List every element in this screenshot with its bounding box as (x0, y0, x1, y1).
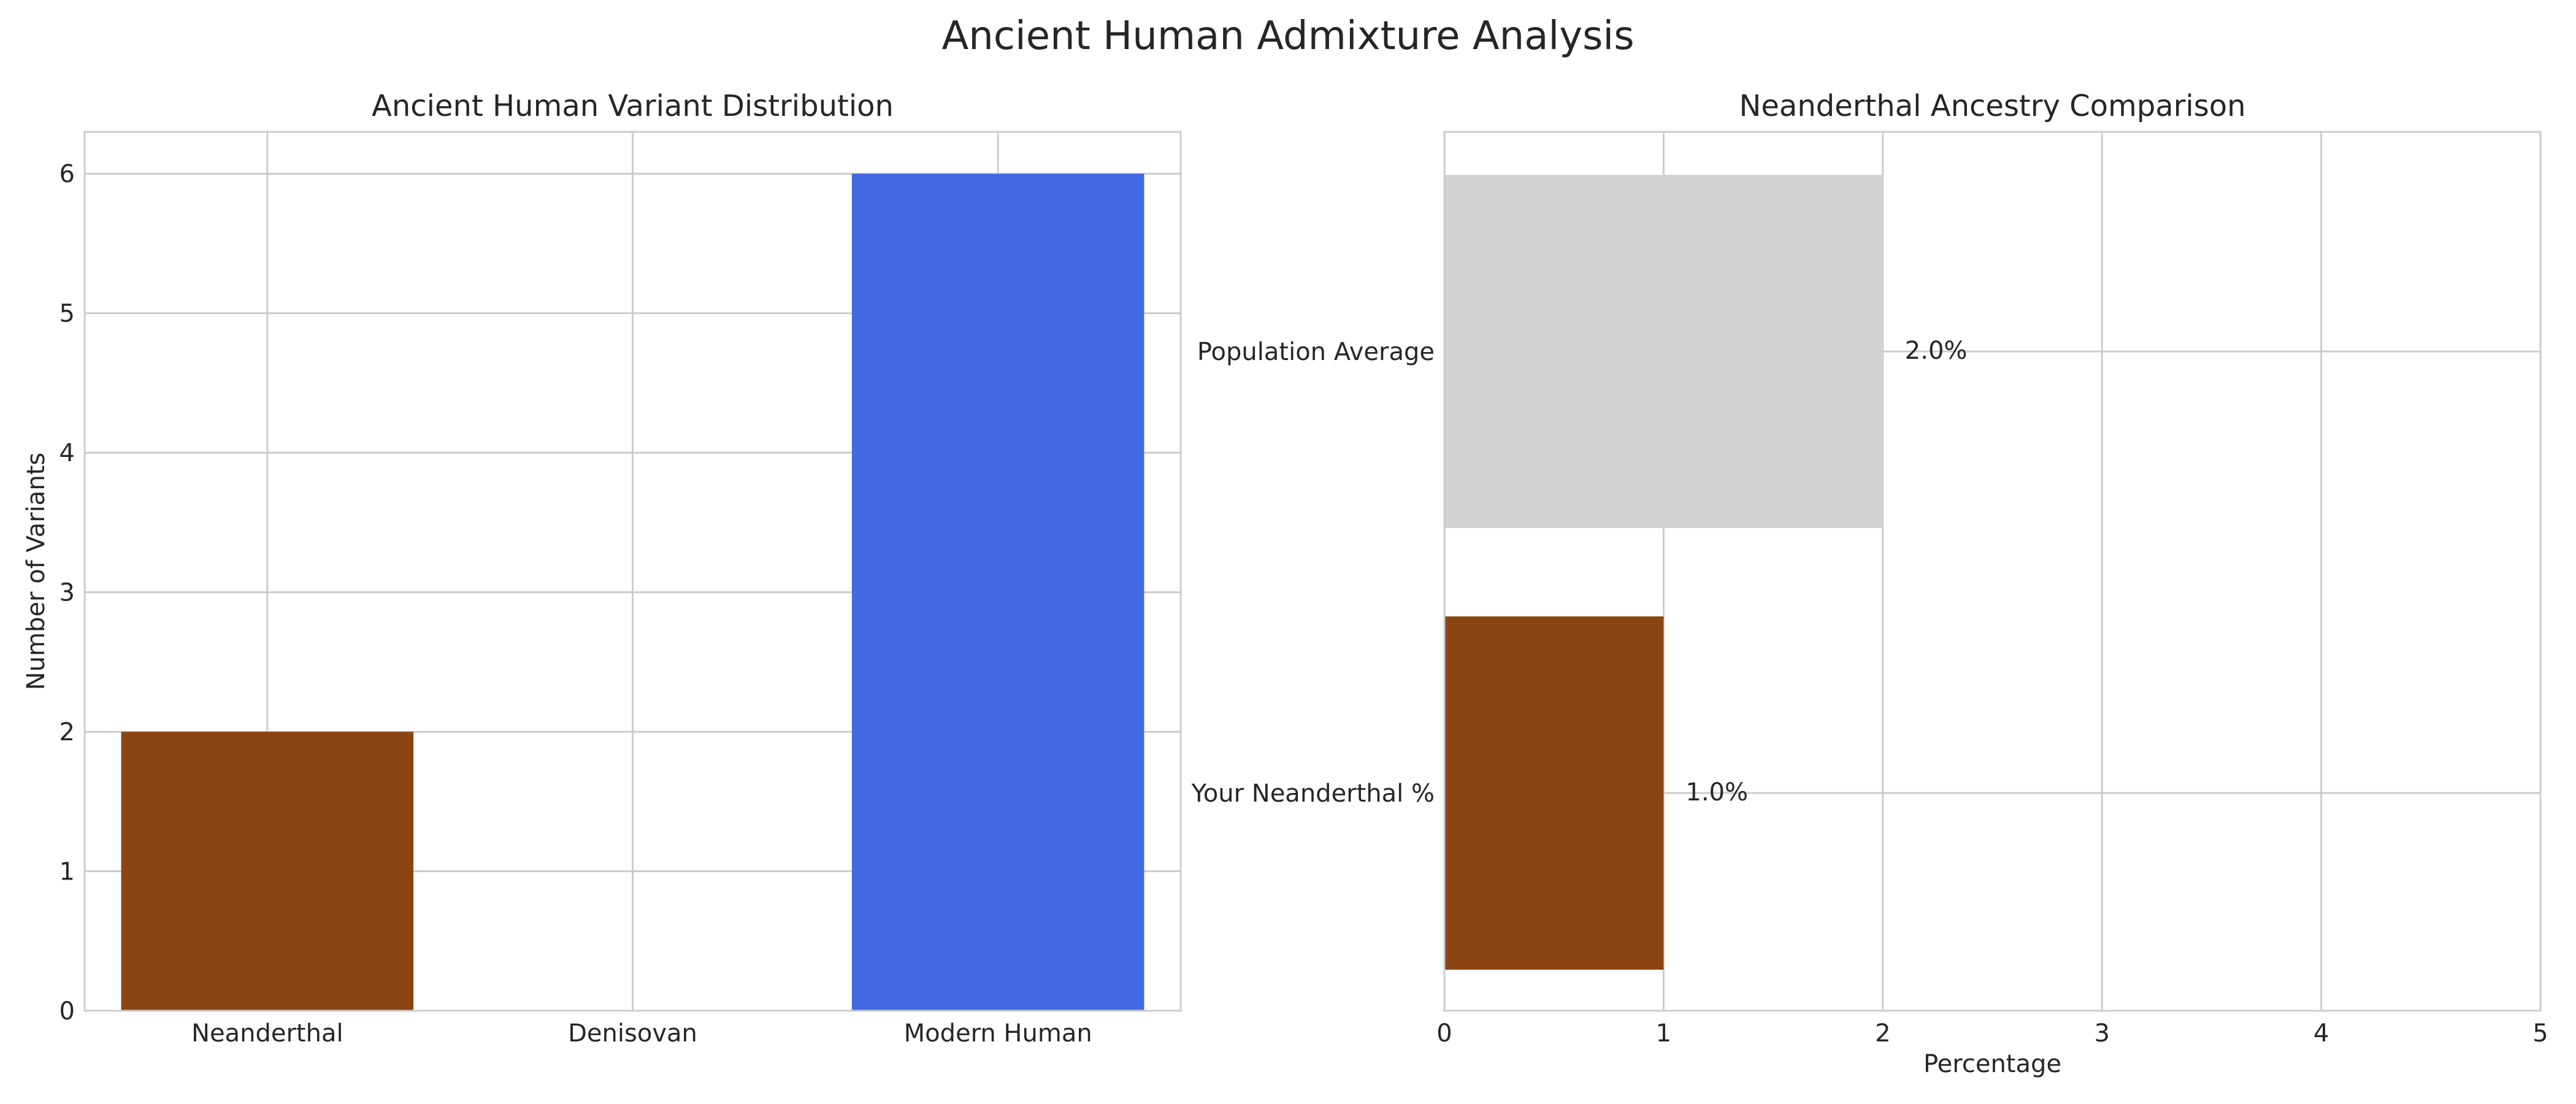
y-axis-label: Number of Variants (22, 453, 50, 690)
y-tick-label: 4 (59, 439, 75, 467)
y-tick-label: 2 (59, 718, 75, 746)
x-tick-label: 0 (1436, 1019, 1452, 1048)
x-tick-label: 4 (2313, 1019, 2329, 1048)
figure-title: Ancient Human Admixture Analysis (941, 13, 1635, 59)
x-tick-label: Denisovan (568, 1019, 697, 1048)
y-tick-label: 1 (59, 858, 75, 886)
x-tick-label: Modern Human (904, 1019, 1092, 1048)
y-tick-label: 5 (59, 300, 75, 328)
y-tick-label: 3 (59, 579, 75, 607)
plot-frame-left (83, 131, 1182, 1012)
chart-title-left: Ancient Human Variant Distribution (372, 89, 894, 123)
y-tick-label: 6 (59, 160, 75, 188)
data-label: 2.0% (1905, 337, 1968, 365)
data-label: 1.0% (1685, 778, 1748, 807)
y-tick-label: Population Average (1197, 338, 1435, 366)
plot-frame-right (1443, 131, 2542, 1012)
bar-modern-human (851, 174, 1144, 1011)
y-tick-label: Your Neanderthal % (1191, 780, 1435, 808)
x-tick-label: 2 (1875, 1019, 1890, 1048)
x-tick-label: Neanderthal (191, 1019, 343, 1048)
x-tick-label: 1 (1656, 1019, 1671, 1048)
y-tick-label: 0 (59, 997, 75, 1025)
bar-neanderthal (121, 732, 414, 1011)
bar-population-average (1444, 175, 1883, 528)
x-tick-label: 3 (2094, 1019, 2109, 1048)
chart-title-right: Neanderthal Ancestry Comparison (1739, 89, 2245, 123)
x-axis-label: Percentage (1923, 1050, 2061, 1078)
bar-your-neanderthal- (1444, 616, 1664, 970)
x-tick-label: 5 (2532, 1019, 2548, 1048)
